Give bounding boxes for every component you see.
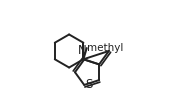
Text: S: S: [85, 78, 92, 91]
Text: N: N: [78, 44, 87, 57]
Text: methyl: methyl: [87, 43, 124, 53]
